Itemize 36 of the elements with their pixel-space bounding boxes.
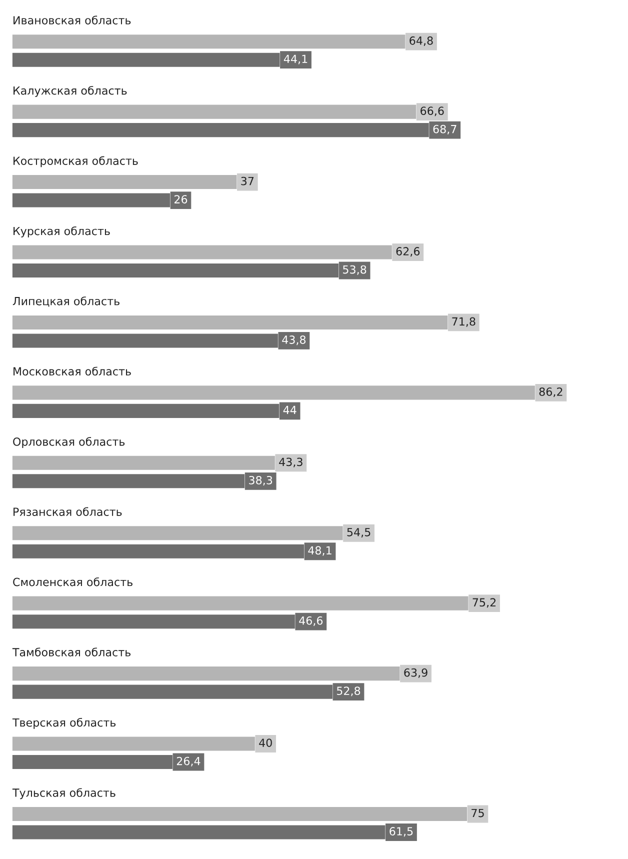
y-tick-label: Ивановская область: [14, 16, 131, 24]
data-label: 75,2: [472, 598, 496, 608]
data-label: 62,6: [396, 247, 420, 257]
y-tick-label: Рязанская область: [14, 507, 122, 516]
data-label: 68,7: [433, 124, 456, 134]
y-tick-label: Тамбовская область: [12, 648, 131, 656]
data-label: 38,3: [249, 476, 272, 486]
y-tick-label: Липецкая область: [12, 296, 120, 307]
y-tick-label: Калужская область: [14, 86, 127, 97]
data-label: 64,8: [410, 36, 433, 46]
data-label: 75: [472, 808, 484, 818]
data-label: 43,8: [282, 336, 306, 346]
y-tick-label: Орловская область: [13, 437, 125, 448]
y-tick-label: Смоленская область: [13, 577, 132, 586]
data-label: 61,5: [390, 827, 413, 837]
data-label: 48,1: [308, 546, 332, 556]
data-label: 44: [283, 406, 296, 414]
y-tick-label: Курская область: [14, 226, 110, 238]
y-tick-label: Московская область: [14, 366, 131, 376]
data-label: 53,8: [343, 265, 366, 275]
data-label: 71,8: [452, 317, 476, 327]
data-label: 46,6: [299, 616, 323, 626]
data-label: 52,8: [336, 686, 360, 696]
data-label: 66,6: [420, 106, 444, 116]
data-label: 37: [241, 176, 254, 186]
y-tick-label: Тверская область: [12, 718, 116, 729]
data-label: 40: [259, 738, 272, 747]
y-tick-label: Костромская область: [14, 156, 138, 168]
data-label: 86,2: [539, 387, 562, 398]
data-label: 26,4: [176, 756, 200, 766]
data-label: 43,3: [279, 458, 302, 468]
data-label: 54,5: [347, 528, 370, 538]
data-label: 44,1: [284, 54, 308, 64]
data-label: 63,9: [404, 668, 428, 678]
y-tick-label: Тульская область: [12, 788, 116, 800]
data-label: 26: [174, 195, 188, 204]
